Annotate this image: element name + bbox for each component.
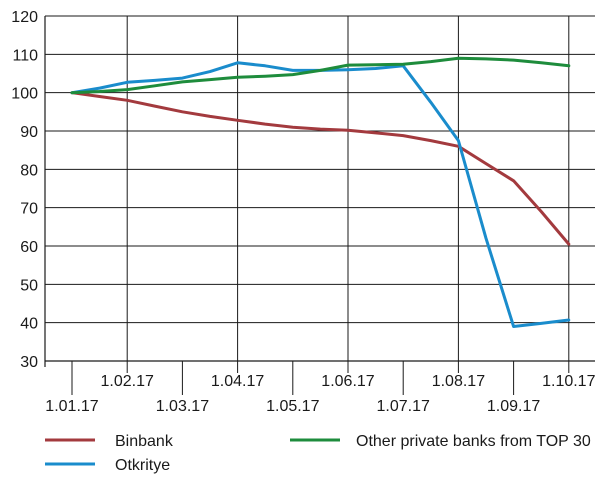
grid-lines bbox=[45, 15, 595, 361]
x-tick-label: 1.07.17 bbox=[377, 398, 430, 415]
x-tick-label: 1.08.17 bbox=[432, 373, 485, 390]
legend-label-0: Binbank bbox=[115, 433, 174, 450]
y-tick-label: 100 bbox=[11, 86, 38, 103]
legend: Binbank Otkritye Other private banks from … bbox=[45, 433, 591, 474]
x-tick-label: 1.05.17 bbox=[266, 398, 319, 415]
axes bbox=[44, 16, 595, 395]
y-tick-label: 60 bbox=[20, 239, 38, 256]
y-tick-label: 80 bbox=[20, 162, 38, 179]
x-tick-label: 1.02.17 bbox=[101, 373, 154, 390]
y-axis-tick-labels: 30 40 50 60 70 80 90 100 110 120 bbox=[11, 9, 38, 371]
series-lines bbox=[70, 56, 571, 328]
x-tick-label: 1.03.17 bbox=[156, 398, 209, 415]
legend-label-1: Otkritye bbox=[115, 457, 170, 474]
y-tick-label: 50 bbox=[20, 277, 38, 294]
series-line-0 bbox=[70, 91, 571, 246]
y-tick-label: 90 bbox=[20, 124, 38, 141]
y-tick-label: 110 bbox=[12, 47, 38, 64]
x-axis-tick-labels: 1.01.171.02.171.03.171.04.171.05.171.06.… bbox=[45, 373, 595, 415]
x-tick-label: 1.09.17 bbox=[487, 398, 540, 415]
x-tick-label: 1.10.17 bbox=[542, 373, 595, 390]
series-line-1 bbox=[70, 61, 571, 328]
y-tick-label: 120 bbox=[11, 9, 38, 26]
y-tick-label: 40 bbox=[20, 316, 38, 333]
y-tick-label: 70 bbox=[20, 201, 38, 218]
x-tick-label: 1.04.17 bbox=[211, 373, 264, 390]
x-tick-label: 1.01.17 bbox=[45, 398, 98, 415]
legend-label-2: Other private banks from TOP 30 bbox=[356, 433, 591, 450]
x-tick-label: 1.06.17 bbox=[321, 373, 374, 390]
series-line-2 bbox=[70, 56, 571, 95]
y-tick-label: 30 bbox=[20, 354, 38, 371]
